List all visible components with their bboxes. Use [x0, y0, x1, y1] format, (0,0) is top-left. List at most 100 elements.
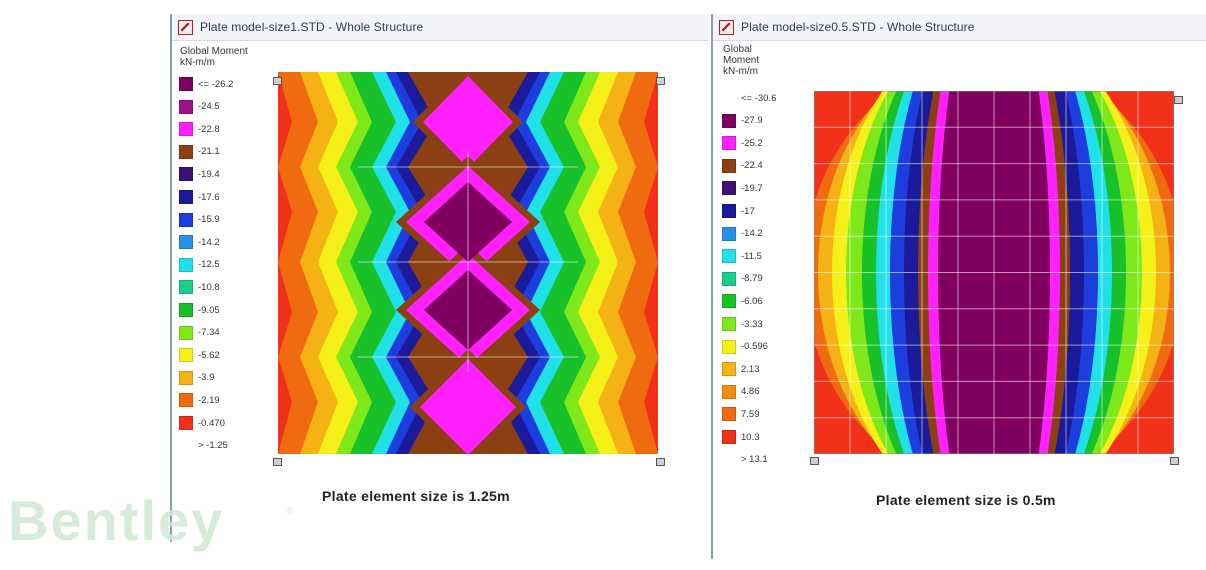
legend-item: -0.470 [179, 415, 225, 431]
legend-label: -0.470 [198, 417, 225, 429]
legend-heading: Global Moment kN-m/m [180, 46, 248, 68]
legend-label: -19.7 [741, 182, 763, 194]
legend-swatch [179, 303, 193, 317]
contour-band [420, 359, 516, 454]
moment-contour-plot [814, 91, 1174, 454]
legend-label: 2.13 [741, 363, 760, 375]
legend-label: -6.06 [741, 295, 763, 307]
legend-item: -21.1 [179, 144, 220, 160]
legend-heading: Global Moment kN-m/m [723, 44, 759, 77]
legend-item: <= -30.6 [722, 90, 776, 106]
legend-swatch [179, 393, 193, 408]
legend-item: -15.9 [179, 212, 220, 228]
legend-item: 7.59 [722, 406, 760, 422]
window-titlebar[interactable]: Plate model-size1.STD - Whole Structure [172, 14, 708, 41]
moment-contour-plot [278, 72, 658, 454]
window-title: Plate model-size1.STD - Whole Structure [200, 20, 424, 34]
legend-item: -10.8 [179, 279, 220, 295]
legend-swatch [179, 325, 193, 340]
legend-label: -17.6 [198, 191, 220, 203]
support-marker [810, 457, 819, 465]
legend-swatch [722, 204, 736, 218]
legend-swatch [722, 181, 736, 196]
window-plate-size-1: Plate model-size1.STD - Whole Structure … [170, 14, 708, 542]
legend-item: -19.7 [722, 180, 763, 196]
legend-swatch [722, 158, 736, 173]
window-titlebar[interactable]: Plate model-size0.5.STD - Whole Structur… [713, 14, 1206, 41]
legend-label: -0.596 [741, 341, 768, 353]
legend-item: -5.62 [179, 347, 220, 363]
legend-label: -14.2 [198, 236, 220, 248]
legend-item: <= -26.2 [179, 76, 233, 92]
legend-label: -3.33 [741, 318, 763, 330]
legend-item: -6.06 [722, 293, 763, 309]
legend-label: -14.2 [741, 228, 763, 240]
bentley-watermark: Bentley [8, 489, 225, 552]
registered-mark: ® [286, 506, 294, 517]
legend-swatch [179, 122, 193, 137]
legend-swatch [179, 416, 193, 430]
legend-item: -2.19 [179, 392, 220, 408]
legend-item: -14.2 [722, 226, 763, 242]
legend-item: 10.3 [722, 429, 760, 445]
legend-label: -22.4 [741, 160, 763, 172]
legend-swatch [722, 136, 736, 151]
legend-swatch [722, 113, 736, 128]
legend-label: -27.9 [741, 115, 763, 127]
window-title: Plate model-size0.5.STD - Whole Structur… [741, 20, 975, 34]
legend-swatch [179, 144, 193, 159]
legend-unit: kN-m/m [723, 66, 758, 77]
legend-label: -21.1 [198, 146, 220, 158]
legend-label: -7.34 [198, 327, 220, 339]
legend-label: -8.79 [741, 273, 763, 285]
legend-swatch [722, 362, 736, 377]
legend-label: -11.5 [741, 250, 762, 262]
legend-label: -17 [741, 205, 755, 217]
legend-label: -25.2 [741, 137, 763, 149]
legend-item: -12.5 [179, 257, 220, 273]
legend-item: -19.4 [179, 166, 220, 182]
legend-item: -3.9 [179, 370, 214, 386]
legend-item: -22.4 [722, 158, 763, 174]
legend-item: > -1.25 [179, 438, 228, 454]
legend-heading-line: Global [723, 44, 752, 55]
legend-swatch [179, 370, 193, 385]
legend-item: -24.5 [179, 99, 220, 115]
legend-label: -24.5 [198, 101, 220, 113]
legend-swatch [179, 212, 193, 227]
legend-item: -14.2 [179, 234, 220, 250]
legend-swatch [179, 167, 193, 182]
legend-swatch [722, 430, 736, 444]
legend-label: 10.3 [741, 431, 760, 443]
legend-swatch [179, 99, 193, 114]
legend-item: -8.79 [722, 271, 763, 287]
legend-label: -9.05 [198, 304, 220, 316]
legend-swatch [179, 257, 193, 272]
legend-label: -3.9 [198, 372, 215, 384]
legend-label: 7.59 [741, 408, 760, 420]
support-marker [1174, 96, 1183, 104]
legend-swatch [722, 384, 736, 399]
legend-label: -12.5 [198, 259, 220, 271]
legend-item: 2.13 [722, 361, 760, 377]
legend-item: -22.8 [179, 121, 220, 137]
legend-swatch [722, 249, 736, 264]
legend-item: -27.9 [722, 113, 763, 129]
legend-label: <= -30.6 [741, 92, 777, 104]
legend-heading-line: Global Moment [180, 46, 248, 57]
legend-label: > 13.1 [741, 454, 768, 466]
legend-label: <= -26.2 [198, 78, 234, 90]
legend-label: -15.9 [198, 214, 220, 226]
legend-item: -17 [722, 203, 755, 219]
legend-label: -19.4 [198, 168, 220, 180]
legend-item: -9.05 [179, 302, 220, 318]
staad-app-icon [719, 19, 734, 35]
legend-item: -25.2 [722, 135, 763, 151]
legend-heading-line: Moment [723, 55, 760, 66]
legend-label: -10.8 [198, 281, 220, 293]
legend-unit: kN-m/m [180, 57, 215, 68]
legend-item: -11.5 [722, 248, 762, 264]
legend-swatch [179, 77, 193, 91]
legend-swatch [179, 348, 193, 363]
legend-label: -2.19 [198, 394, 220, 406]
